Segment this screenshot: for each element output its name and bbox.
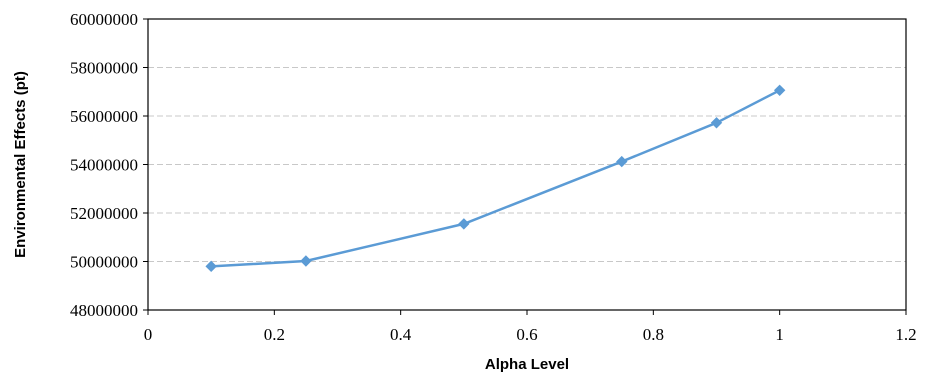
series-layer [205, 84, 786, 273]
gridlines [148, 67, 906, 262]
x-tick-label: 0 [144, 325, 153, 344]
data-point-marker [616, 155, 628, 168]
x-tick-label: 1 [775, 325, 784, 344]
y-tick-label: 52000000 [70, 204, 138, 223]
y-tick-label: 50000000 [70, 253, 138, 272]
y-tick-label: 56000000 [70, 107, 138, 126]
y-tick-label: 60000000 [70, 10, 138, 29]
y-tick-label: 48000000 [70, 301, 138, 320]
x-tick-label: 1.2 [895, 325, 916, 344]
x-axis-title: Alpha Level [485, 356, 569, 373]
x-tick-label: 0.4 [390, 325, 412, 344]
y-tick-label: 58000000 [70, 59, 138, 78]
data-point-marker [710, 117, 723, 129]
data-point-marker [205, 260, 217, 273]
x-tick-label: 0.2 [264, 325, 285, 344]
data-point-marker [773, 84, 786, 97]
data-point-marker [458, 218, 470, 230]
x-tick-label: 0.8 [643, 325, 664, 344]
data-point-marker [300, 255, 312, 267]
y-tick-label: 54000000 [70, 156, 138, 175]
series-line [211, 89, 781, 268]
y-axis-title: Environmental Effects (pt) [12, 71, 29, 258]
x-tick-label: 0.6 [516, 325, 537, 344]
y-axis-ticks: 48000000 50000000 52000000 54000000 56000000… [70, 10, 148, 320]
x-axis-ticks: 0 0.2 0.4 0.6 0.8 1 1.2 [144, 310, 917, 344]
